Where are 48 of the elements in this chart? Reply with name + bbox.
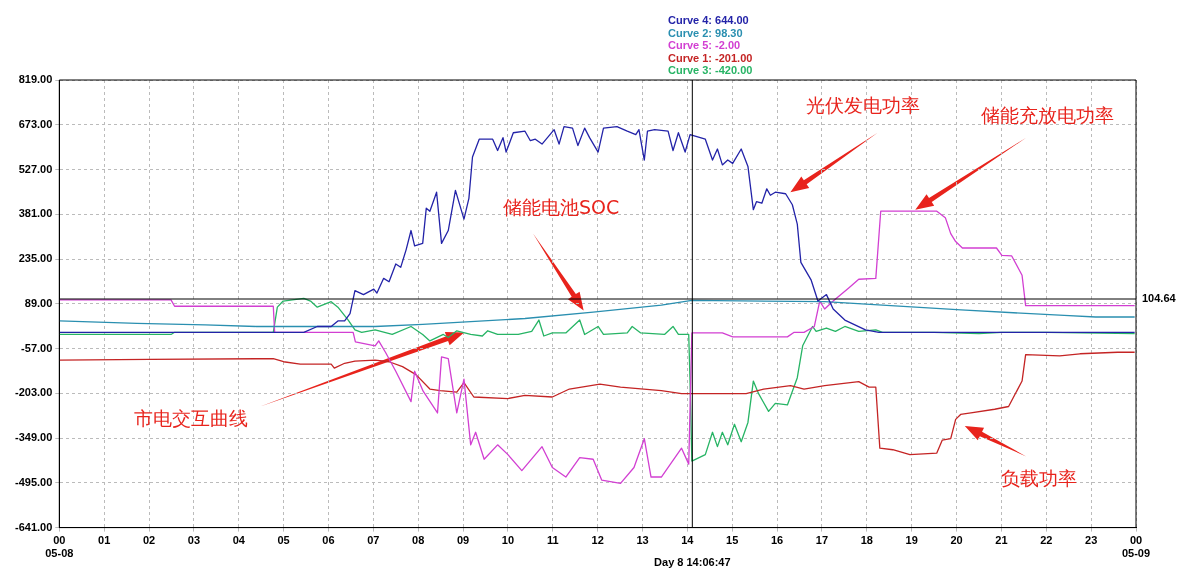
y-tick-label: 381.00 bbox=[18, 207, 53, 220]
y-tick-label: -57.00 bbox=[21, 341, 53, 354]
x-tick-label: 13 bbox=[636, 534, 649, 547]
annotation: 负载功率 bbox=[1001, 466, 1078, 489]
text: Curve 5: -2.00 bbox=[668, 39, 742, 52]
text: Curve 4: 644.00 bbox=[668, 14, 750, 27]
annotation: 光伏发电功率 bbox=[805, 93, 920, 116]
x-tick-label: 08 bbox=[412, 534, 425, 547]
y-tick-label: 527.00 bbox=[18, 162, 53, 175]
y-tick-label: 89.00 bbox=[24, 296, 53, 309]
x-tick-label: 22 bbox=[1040, 534, 1053, 547]
x-tick-label: 18 bbox=[860, 534, 873, 547]
text: Curve 3: -420.00 bbox=[668, 64, 753, 77]
x-tick-label: 07 bbox=[367, 534, 380, 547]
x-tick-label: 11 bbox=[546, 534, 559, 547]
annotation: 储能充放电功率 bbox=[981, 103, 1115, 126]
y-tick-label: -203.00 bbox=[15, 386, 53, 399]
x-tick-label: 05 bbox=[277, 534, 290, 547]
y-tick-label: -495.00 bbox=[15, 475, 53, 488]
x-tick-label: 00 05-09 bbox=[1121, 534, 1151, 560]
x-tick-label: 02 bbox=[142, 534, 156, 547]
x-tick-label: 12 bbox=[591, 534, 604, 547]
x-tick-label: 21 bbox=[995, 534, 1008, 547]
x-tick-label: 10 bbox=[501, 534, 515, 547]
x-tick-label: 14 bbox=[681, 534, 695, 547]
x-tick-label: 03 bbox=[187, 534, 201, 547]
y-tick-label: 235.00 bbox=[18, 252, 53, 265]
x-tick-label: 19 bbox=[905, 534, 918, 547]
x-tick-label: 06 bbox=[322, 534, 335, 547]
y-tick-label: 673.00 bbox=[18, 117, 53, 130]
y-tick-label: -349.00 bbox=[15, 431, 53, 444]
text: Day 8 14:06:47 bbox=[654, 556, 731, 569]
x-tick-label: 17 bbox=[815, 534, 829, 547]
x-tick-label: 04 bbox=[232, 534, 246, 547]
y-tick-label: 819.00 bbox=[18, 73, 53, 86]
x-tick-label: 09 bbox=[456, 534, 470, 547]
x-tick-label: 01 bbox=[98, 534, 111, 547]
x-tick-label: 00 05-08 bbox=[45, 534, 74, 560]
y-tick-label: -641.00 bbox=[15, 520, 53, 533]
text: Curve 2: 98.30 bbox=[668, 26, 744, 39]
x-tick-label: 15 bbox=[726, 534, 739, 547]
ref-line-label: 104.64 bbox=[1142, 292, 1177, 305]
annotation: 市电交互曲线 bbox=[133, 407, 248, 430]
annotation: 储能电池SOC bbox=[502, 195, 620, 218]
x-tick-label: 23 bbox=[1085, 534, 1098, 547]
x-tick-label: 16 bbox=[770, 534, 784, 547]
x-tick-label: 20 bbox=[950, 534, 963, 547]
text: Curve 1: -201.00 bbox=[668, 51, 753, 64]
